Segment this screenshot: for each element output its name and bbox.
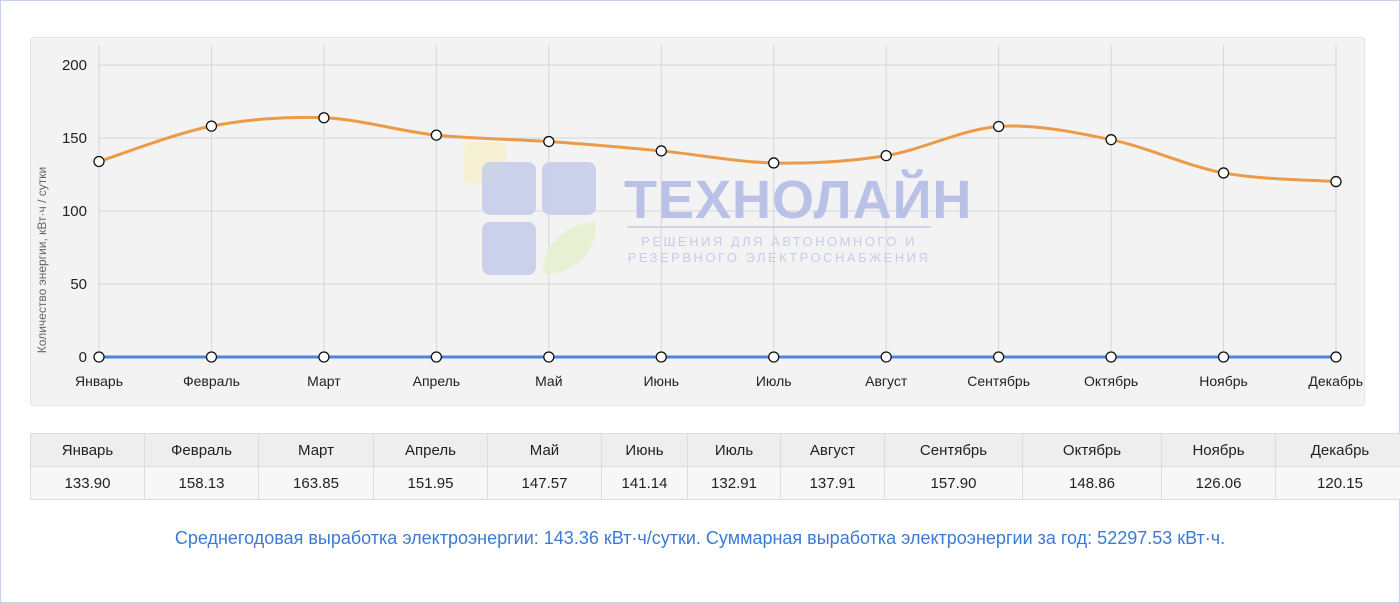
table-month-cell: Январь <box>30 433 145 467</box>
table-value-cell: 151.95 <box>373 466 488 500</box>
table-value-cell: 120.15 <box>1275 466 1400 500</box>
data-point[interactable] <box>430 351 443 363</box>
table-value-cell: 132.91 <box>687 466 781 500</box>
table-value-cell: 147.57 <box>487 466 602 500</box>
x-tick-label: Январь <box>75 373 123 389</box>
x-tick-label: Июнь <box>643 373 679 389</box>
watermark-title: ТЕХНОЛАЙН <box>624 169 972 230</box>
x-tick-label: Август <box>865 373 908 389</box>
y-axis-label: Количество энергии, кВт·ч / сутки <box>35 167 49 353</box>
data-point[interactable] <box>1105 134 1117 146</box>
x-tick-label: Декабрь <box>1308 373 1363 389</box>
data-point[interactable] <box>655 145 667 157</box>
chart-panel: ТЕХНОЛАЙН РЕШЕНИЯ ДЛЯ АВТОНОМНОГО И РЕЗЕ… <box>30 37 1365 406</box>
x-tick-label: Ноябрь <box>1199 373 1248 389</box>
data-point[interactable] <box>655 351 667 363</box>
data-point[interactable] <box>1217 167 1230 179</box>
series-line <box>98 115 1337 184</box>
x-tick-label: Сентябрь <box>967 373 1030 389</box>
data-point[interactable] <box>543 351 555 363</box>
energy-chart: ТЕХНОЛАЙН РЕШЕНИЯ ДЛЯ АВТОНОМНОГО И РЕЗЕ… <box>35 45 1363 389</box>
table-value-cell: 126.06 <box>1161 466 1276 500</box>
data-point[interactable] <box>992 120 1005 133</box>
table-month-cell: Август <box>780 433 885 467</box>
y-tick-label: 200 <box>62 57 87 74</box>
table-value-cell: 157.90 <box>884 466 1023 500</box>
y-tick-label: 0 <box>79 349 87 366</box>
data-point[interactable] <box>430 129 443 141</box>
table-value-cell: 137.91 <box>780 466 885 500</box>
table-month-cell: Апрель <box>373 433 488 467</box>
data-point[interactable] <box>93 155 105 168</box>
watermark-subtitle-1: РЕШЕНИЯ ДЛЯ АВТОНОМНОГО И <box>641 234 917 249</box>
data-point[interactable] <box>768 351 780 363</box>
summary-text: Среднегодовая выработка электроэнергии: … <box>174 528 1226 548</box>
table-header-row: Январь Февраль Март Апрель Май Июнь Июль Август… <box>30 433 1400 467</box>
series <box>93 112 1342 363</box>
data-point[interactable] <box>205 351 218 363</box>
data-point[interactable] <box>318 351 330 363</box>
table-month-cell: Сентябрь <box>884 433 1023 467</box>
table-value-cell: 158.13 <box>144 466 259 500</box>
x-tick-label: Апрель <box>413 373 461 389</box>
logo-cell-3 <box>482 222 536 275</box>
data-point[interactable] <box>880 150 892 162</box>
table-value-cell: 141.14 <box>601 466 688 500</box>
data-point[interactable] <box>1105 351 1117 363</box>
data-point[interactable] <box>992 351 1005 363</box>
data-point[interactable] <box>768 157 780 169</box>
table-value-cell: 148.86 <box>1022 466 1162 500</box>
x-tick-label: Февраль <box>183 373 240 389</box>
y-tick-label: 150 <box>62 130 87 147</box>
data-point[interactable] <box>1217 351 1230 363</box>
table-month-cell: Ноябрь <box>1161 433 1276 467</box>
table-month-cell: Октябрь <box>1022 433 1162 467</box>
table-month-cell: Май <box>487 433 602 467</box>
x-tick-label: Май <box>535 373 562 389</box>
x-tick-label: Март <box>307 373 341 389</box>
data-point[interactable] <box>318 112 330 124</box>
monthly-values-table: Январь Февраль Март Апрель Май Июнь Июль Август… <box>30 433 1400 500</box>
data-point[interactable] <box>880 351 892 363</box>
data-point[interactable] <box>93 351 105 363</box>
leaf-icon <box>543 222 597 274</box>
data-point[interactable] <box>205 120 218 132</box>
table-month-cell: Декабрь <box>1275 433 1400 467</box>
data-point[interactable] <box>543 135 555 148</box>
table-month-cell: Июнь <box>601 433 688 467</box>
watermark-subtitle-2: РЕЗЕРВНОГО ЭЛЕКТРОСНАБЖЕНИЯ <box>628 250 931 265</box>
y-tick-label: 100 <box>62 203 87 220</box>
x-tick-label: Июль <box>756 373 792 389</box>
logo-cell-2 <box>542 162 596 215</box>
x-tick-label: Октябрь <box>1084 373 1138 389</box>
table-month-cell: Март <box>258 433 374 467</box>
data-point[interactable] <box>1330 175 1342 188</box>
axes: 0 50 100 150 200 Январь Февраль Март Апрель Май Ию… <box>62 57 1363 389</box>
table-month-cell: Февраль <box>144 433 259 467</box>
watermark-logo: ТЕХНОЛАЙН РЕШЕНИЯ ДЛЯ АВТОНОМНОГО И РЕЗЕ… <box>464 142 972 275</box>
table-value-cell: 133.90 <box>30 466 145 500</box>
table-value-cell: 163.85 <box>258 466 374 500</box>
y-tick-label: 50 <box>70 276 87 293</box>
table-month-cell: Июль <box>687 433 781 467</box>
table-values-row: 133.90 158.13 163.85 151.95 147.57 141.14 132.… <box>30 466 1400 500</box>
logo-cell-1 <box>482 162 536 215</box>
data-point[interactable] <box>1330 351 1342 363</box>
